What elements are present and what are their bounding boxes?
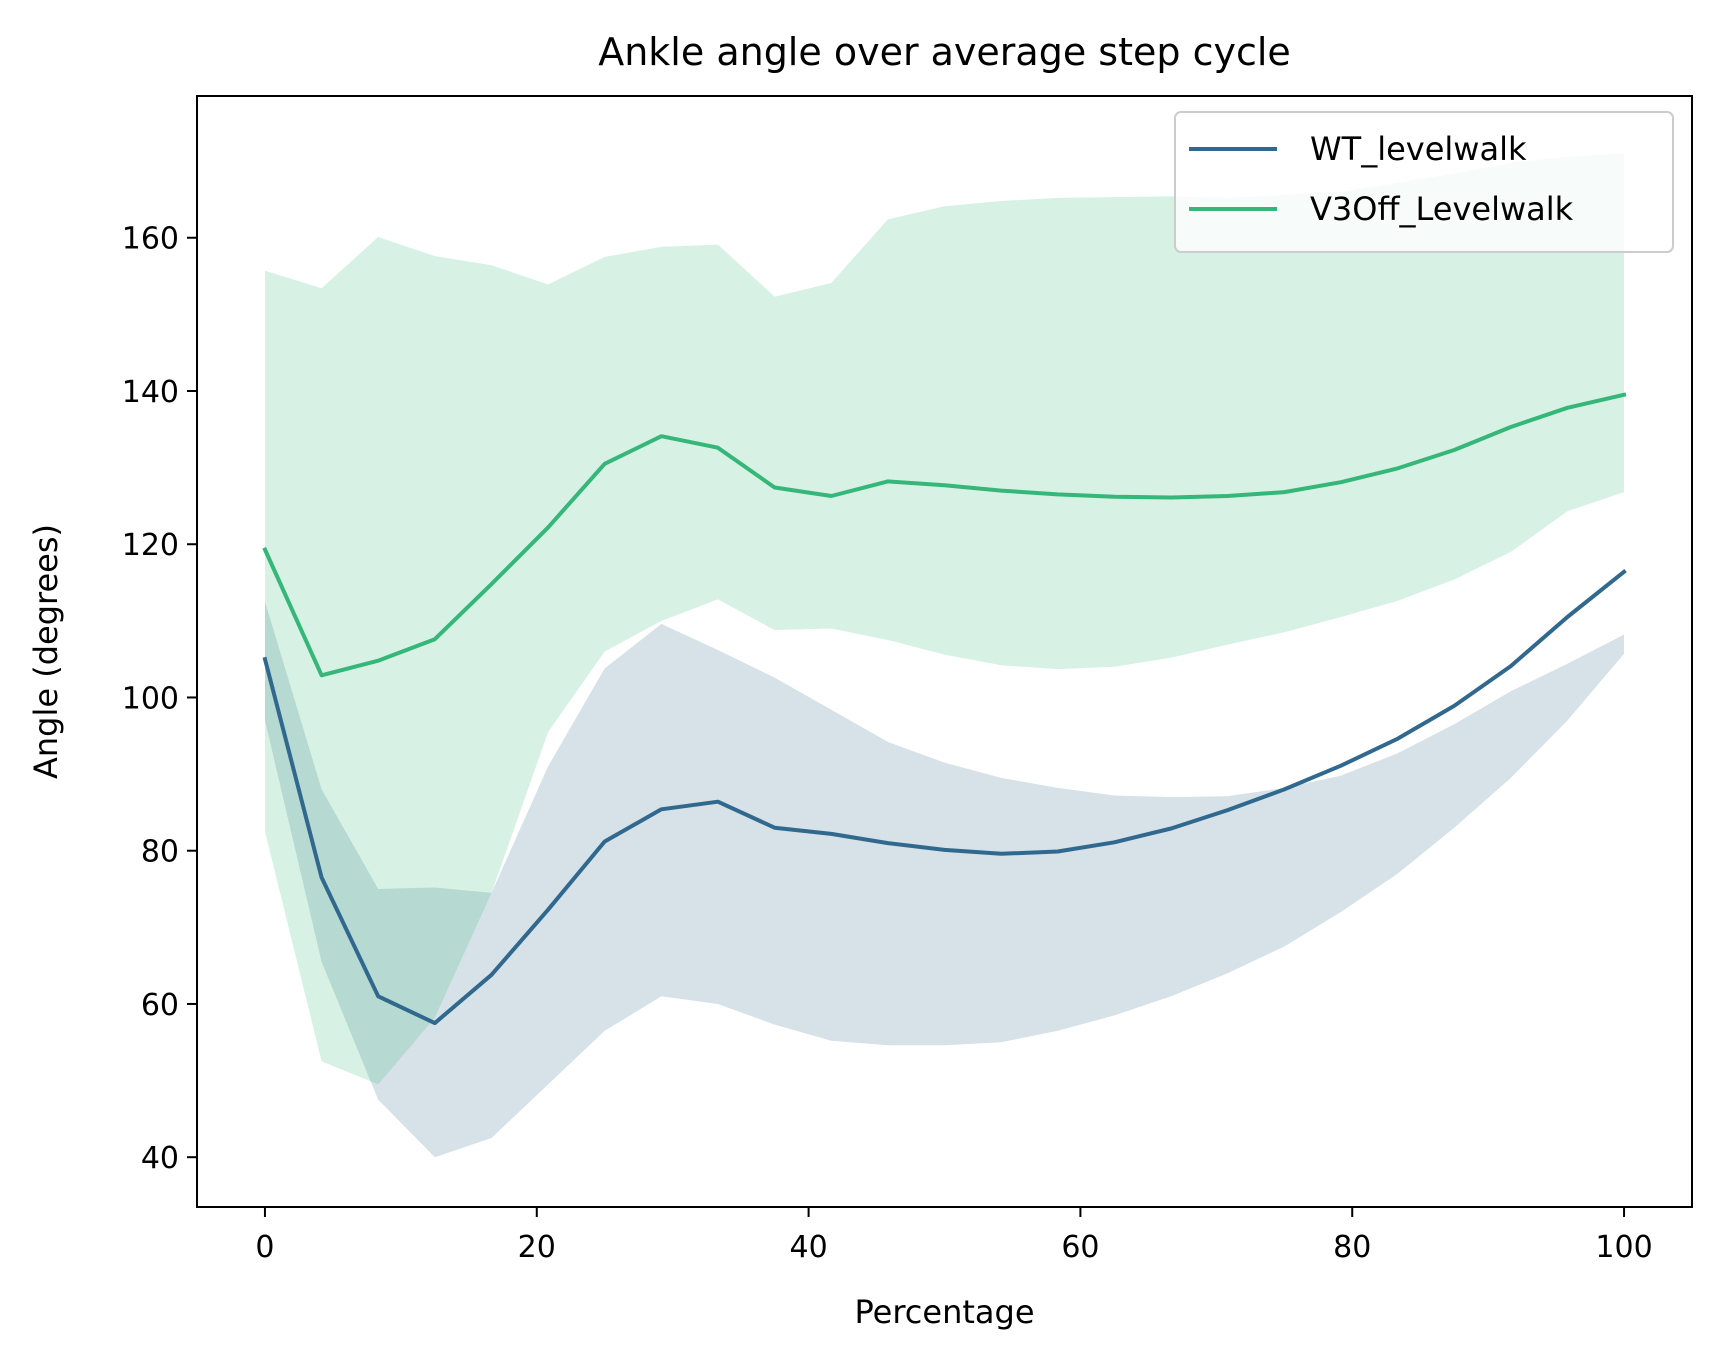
plot-frame: [196, 95, 1693, 1208]
y-tick-label: 40: [141, 1141, 179, 1176]
y-tick-label: 100: [122, 681, 179, 716]
x-tick-label: 40: [789, 1230, 827, 1265]
x-tick-label: 80: [1333, 1230, 1371, 1265]
chart-title: Ankle angle over average step cycle: [598, 30, 1291, 74]
legend-box: [1174, 111, 1674, 253]
x-tick-label: 100: [1595, 1230, 1652, 1265]
x-axis-label: Percentage: [854, 1293, 1034, 1331]
y-tick-label: 120: [122, 528, 179, 563]
y-tick-label: 140: [122, 375, 179, 410]
y-tick-label: 160: [122, 222, 179, 257]
y-tick-label: 60: [141, 988, 179, 1023]
y-tick-label: 80: [141, 835, 179, 870]
y-axis-ticks: 40 60 80 100 120 140 160: [122, 222, 197, 1176]
x-tick-label: 0: [255, 1230, 274, 1265]
y-axis-label: Angle (degrees): [27, 524, 65, 779]
line-wt-levelwalk: [262, 568, 1627, 1026]
series-lines: [262, 392, 1627, 1026]
band-wt-levelwalk: [265, 601, 1624, 1158]
x-tick-label: 60: [1061, 1230, 1099, 1265]
confidence-bands: [265, 153, 1624, 1158]
band-v3off-levelwalk: [265, 153, 1624, 1085]
legend-label: V3Off_Levelwalk: [1310, 190, 1574, 228]
x-tick-label: 20: [518, 1230, 556, 1265]
line-v3off-levelwalk: [262, 392, 1627, 678]
legend: WT_levelwalk V3Off_Levelwalk: [1174, 111, 1674, 253]
x-axis-ticks: 0 20 40 60 80 100: [255, 1207, 1653, 1265]
legend-label: WT_levelwalk: [1310, 130, 1527, 168]
